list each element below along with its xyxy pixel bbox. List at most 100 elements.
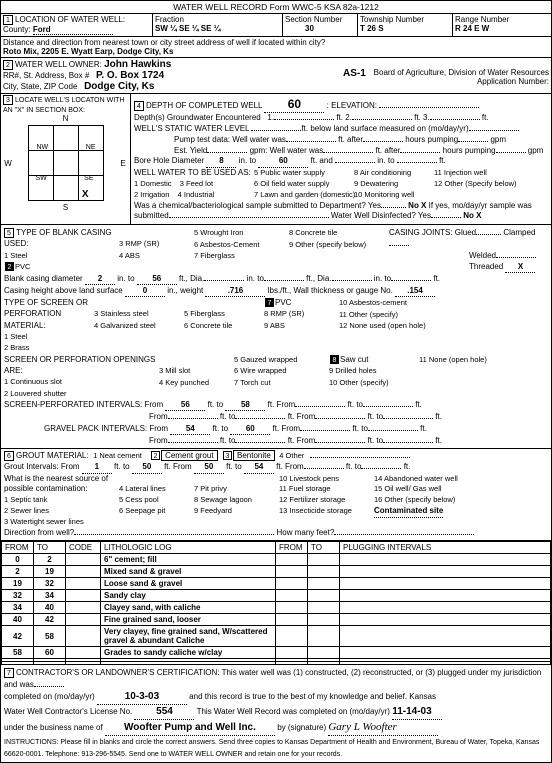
board-label: Board of Agriculture, Division of Water …: [374, 68, 549, 77]
use-6: 6 Oil field water supply: [254, 179, 329, 189]
use-3: 3 Feed lot: [180, 179, 213, 189]
section-4-num: 4: [134, 101, 144, 111]
op-3: 3 Mill slot: [159, 366, 190, 377]
gw3: ft. 3.: [414, 113, 430, 122]
log-cell: [308, 578, 340, 590]
app-id: AS-1: [343, 68, 366, 79]
bore-ft: ft. and: [311, 156, 333, 165]
st-1: 1 Steel: [4, 332, 27, 343]
fraction-value: SW ¼ SE ¼ SE ¼: [155, 24, 220, 33]
section3-4-row: 3LOCATE WELL'S LOCATON WITH AN "X" IN SE…: [1, 94, 551, 225]
op-10: 10 Other (specify): [329, 378, 389, 389]
grout2-box: 2: [151, 451, 160, 460]
log-cell: [340, 554, 551, 566]
county-label: County:: [3, 25, 31, 34]
chem-no: No X: [408, 201, 426, 210]
section3-title: LOCATE WELL'S LOCATON WITH AN "X" IN SEC…: [3, 97, 124, 114]
south-label: S: [3, 203, 128, 212]
casing-6: 6 Asbestos-Cement: [194, 240, 259, 251]
feet-label: How many feet?: [276, 528, 334, 537]
use-5: 5 Public water supply: [254, 168, 325, 178]
saw8-box: 8: [330, 355, 339, 364]
log-row: 219Mixed sand & gravel: [2, 566, 551, 578]
st-3: 3 Stainless steel: [94, 309, 149, 320]
log-cell: [276, 626, 308, 647]
range-label: Range Number: [455, 15, 509, 24]
log-cell: [276, 590, 308, 602]
section1-row2: Distance and direction from nearest town…: [1, 37, 551, 58]
casing-label: TYPE OF BLANK CASING USED:: [4, 228, 112, 248]
sig-label: by (signature): [277, 723, 326, 732]
casing-5: 5 Wrought Iron: [194, 228, 243, 239]
static-label: WELL'S STATIC WATER LEVEL: [134, 124, 249, 133]
disinfect-no: No X: [463, 211, 481, 220]
grout-label: GROUT MATERIAL:: [16, 451, 89, 460]
st-5: 5 Fiberglass: [184, 309, 225, 320]
chem-label: Was a chemical/bacteriological sample su…: [134, 201, 381, 210]
section-5-num: 5: [4, 228, 14, 238]
threaded: Threaded: [469, 262, 503, 271]
log-cell: 58: [34, 626, 66, 647]
disinfect: Water Well Disinfected? Yes: [331, 211, 431, 220]
depth-label: DEPTH OF COMPLETED WELL: [146, 101, 262, 110]
log-header: FROM: [276, 542, 308, 554]
co-14: 14 Abandoned water well: [374, 474, 458, 484]
log-row: 1932Loose sand & gravel: [2, 578, 551, 590]
gravel-label: GRAVEL PACK INTERVALS: From: [44, 424, 168, 433]
open-label: SCREEN OR PERFORATION OPENINGS ARE:: [4, 355, 155, 375]
instructions: INSTRUCTIONS: Please fill in blanks and …: [4, 739, 539, 758]
bore-dia: 8: [206, 156, 236, 168]
log-cell: [308, 647, 340, 659]
use-9: 9 Dewatering: [354, 179, 398, 189]
log-cell: [340, 647, 551, 659]
log-header: TO: [34, 542, 66, 554]
log-cell: Mixed sand & gravel: [101, 566, 276, 578]
log-row: 4258Very clayey, fine grained sand, W/sc…: [2, 626, 551, 647]
section5: 5TYPE OF BLANK CASING USED: 1 Steel 2PVC…: [1, 225, 551, 449]
record-date-label: This Water Well Record was completed on …: [197, 707, 390, 716]
op-4: 4 Key punched: [159, 378, 209, 389]
gwft: ft.: [482, 113, 489, 122]
threaded-x: X: [505, 261, 535, 273]
use-10: 10 Monitoring well: [354, 190, 414, 200]
log-cell: 2: [34, 554, 66, 566]
co-12: 12 Fertilizer storage: [279, 495, 345, 505]
log-row: 026" cement; fill: [2, 554, 551, 566]
co-7: 7 Pit privy: [194, 484, 227, 494]
log-cell: Loose sand & gravel: [101, 578, 276, 590]
log-cell: 58: [2, 647, 34, 659]
co-3: 3 Watertight sewer lines: [4, 517, 84, 527]
owner-value: John Hawkins: [104, 59, 171, 70]
perf-58: 58: [225, 399, 265, 411]
log-cell: 6" cement; fill: [101, 554, 276, 566]
city-label: City, State, ZIP Code: [3, 82, 77, 91]
bore-ft2: ft.: [439, 156, 446, 165]
st-4: 4 Galvanized steel: [94, 321, 156, 332]
log-cell: [66, 614, 101, 626]
log-cell: [340, 566, 551, 578]
co-9: 9 Feedyard: [194, 506, 232, 516]
ne-label: NE: [86, 144, 96, 151]
contam-site: Contaminated site: [374, 506, 443, 518]
est-gpm2: gpm: [528, 146, 544, 155]
section-value: 30: [305, 24, 314, 33]
gw2: ft. 2.: [336, 113, 352, 122]
log-row: 3234Sandy clay: [2, 590, 551, 602]
log-cell: [308, 590, 340, 602]
county-value: Ford: [33, 25, 113, 35]
log-row: 3440Clayey sand, with caliche: [2, 602, 551, 614]
record-true: and this record is true to the best of m…: [189, 692, 436, 701]
heightweight: in., weight: [167, 286, 203, 295]
completed-date: 10-3-03: [97, 690, 187, 705]
g1: 1: [82, 462, 112, 474]
gt-4: 4 Other: [279, 451, 304, 461]
op-7: 7 Torch cut: [234, 378, 271, 389]
township-label: Township Number: [360, 15, 424, 24]
co-13: 13 Insecticide storage: [279, 506, 352, 516]
st-10: 10 Asbestos-cement: [339, 298, 407, 309]
log-cell: 42: [2, 626, 34, 647]
log-cell: [276, 647, 308, 659]
log-cell: 32: [2, 590, 34, 602]
screen-label: TYPE OF SCREEN OR PERFORATION MATERIAL:: [4, 298, 88, 329]
log-cell: [308, 614, 340, 626]
